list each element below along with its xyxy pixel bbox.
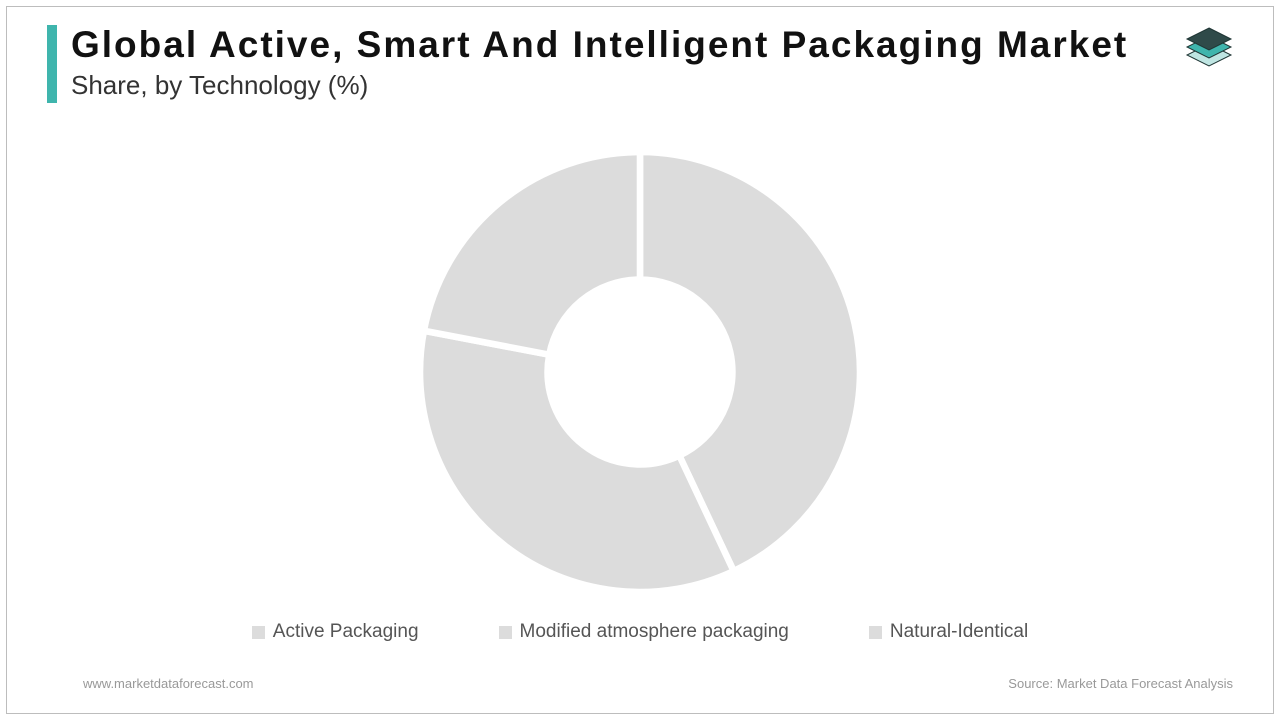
legend-item: Natural-Identical [869,621,1028,643]
header: Global Active, Smart And Intelligent Pac… [47,25,1233,103]
page-title: Global Active, Smart And Intelligent Pac… [71,25,1233,66]
legend-label: Modified atmosphere packaging [520,621,789,643]
accent-bar [47,25,57,103]
legend-swatch [499,626,512,639]
donut-chart [7,137,1273,607]
chart-legend: Active Packaging Modified atmosphere pack… [7,621,1273,643]
legend-swatch [252,626,265,639]
legend-label: Natural-Identical [890,621,1028,643]
footer-source: Source: Market Data Forecast Analysis [1008,676,1233,691]
legend-item: Modified atmosphere packaging [499,621,789,643]
footer-url: www.marketdataforecast.com [83,676,254,691]
outer-frame: Global Active, Smart And Intelligent Pac… [6,6,1274,714]
page-subtitle: Share, by Technology (%) [71,70,1233,101]
title-block: Global Active, Smart And Intelligent Pac… [71,25,1233,101]
legend-item: Active Packaging [252,621,419,643]
donut-slice [424,152,640,355]
legend-label: Active Packaging [273,621,419,643]
legend-swatch [869,626,882,639]
brand-logo-icon [1181,21,1237,77]
